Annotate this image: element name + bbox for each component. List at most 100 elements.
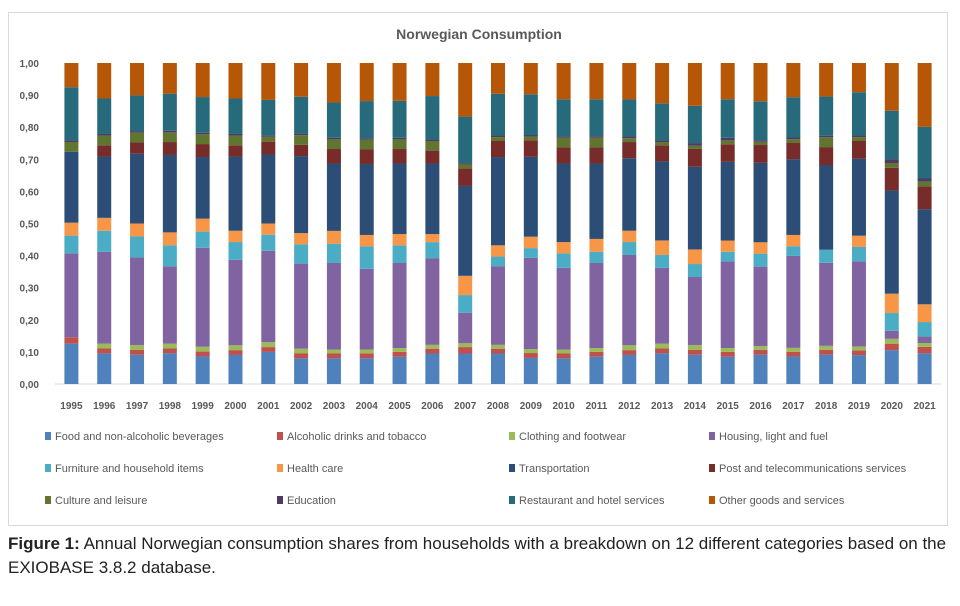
bar-segment <box>851 261 866 347</box>
bar-segment <box>392 163 407 235</box>
bar-segment <box>819 147 834 166</box>
y-tick-label: 0,40 <box>20 252 40 263</box>
legend-swatch <box>509 464 515 472</box>
bar-segment <box>523 353 538 358</box>
bar-segment <box>425 139 440 142</box>
bar-segment <box>917 126 932 179</box>
bar-segment <box>228 133 243 136</box>
bar-segment <box>130 131 145 133</box>
bar-stack-1996 <box>97 63 112 384</box>
bar-segment <box>228 135 243 146</box>
bar-segment <box>294 135 309 145</box>
bar-segment <box>523 236 538 249</box>
bar-segment <box>655 142 670 146</box>
bar-segment <box>884 167 899 191</box>
bar-segment <box>195 346 210 352</box>
bar-segment <box>622 99 637 137</box>
bar-segment <box>753 349 768 355</box>
y-tick-label: 0,10 <box>20 348 40 359</box>
bar-segment <box>917 181 932 187</box>
bar-segment <box>425 150 440 164</box>
bar-segment <box>425 163 440 235</box>
bar-segment <box>458 164 473 169</box>
bar-segment <box>622 158 637 231</box>
x-tick-label: 2020 <box>881 401 904 412</box>
x-tick-label: 2011 <box>586 401 608 412</box>
bar-segment <box>392 63 407 101</box>
bar-segment <box>130 257 145 346</box>
bar-segment <box>294 144 309 157</box>
bar-segment <box>425 353 440 384</box>
bar-segment <box>523 248 538 258</box>
legend-item: Transportation <box>509 463 590 475</box>
bar-segment <box>326 243 341 263</box>
bar-segment <box>64 337 79 344</box>
bar-segment <box>425 63 440 97</box>
bar-segment <box>97 217 112 231</box>
bar-segment <box>458 295 473 313</box>
bar-segment <box>786 351 801 357</box>
bar-segment <box>392 351 407 357</box>
bar-segment <box>359 138 374 140</box>
bar-segment <box>687 345 702 350</box>
bar-segment <box>162 132 177 143</box>
bar-segment <box>589 99 604 137</box>
bar-segment <box>655 267 670 344</box>
bar-segment <box>687 145 702 149</box>
bar-segment <box>392 149 407 164</box>
bar-segment <box>851 92 866 136</box>
bar-segment <box>622 138 637 143</box>
bar-segment <box>491 266 505 345</box>
bar-segment <box>359 149 374 164</box>
bar-segment <box>458 343 473 348</box>
bar-segment <box>162 343 177 349</box>
bar-stack-2003 <box>326 63 341 384</box>
x-tick-label: 2021 <box>913 401 936 412</box>
bar-segment <box>195 351 210 357</box>
bar-segment <box>228 156 243 231</box>
bar-segment <box>195 218 210 232</box>
bar-segment <box>130 354 145 384</box>
legend-item: Post and telecommunications services <box>709 463 907 475</box>
bar-segment <box>687 349 702 355</box>
bar-stack-1995 <box>64 63 79 384</box>
x-tick-label: 2005 <box>388 401 411 412</box>
bar-segment <box>359 234 374 247</box>
bar-segment <box>130 132 145 143</box>
bar-segment <box>162 266 177 344</box>
bar-segment <box>97 251 112 344</box>
bar-segment <box>359 353 374 359</box>
bar-segment <box>687 277 702 346</box>
bar-segment <box>326 163 341 231</box>
bar-segment <box>753 101 768 141</box>
bar-segment <box>687 105 702 144</box>
bar-segment <box>294 353 309 359</box>
legend-label: Other goods and services <box>719 495 845 507</box>
bar-stack-2016 <box>753 63 768 384</box>
x-axis: 1995 1996 1997 1998 1999 2000 2001 2002 2003 2004… <box>60 401 936 412</box>
bar-stack-2021 <box>917 63 932 384</box>
bar-segment <box>687 354 702 384</box>
bar-segment <box>261 63 276 100</box>
x-tick-label: 2004 <box>356 401 379 412</box>
legend-swatch <box>277 464 283 472</box>
bar-segment <box>851 141 866 159</box>
bar-segment <box>523 136 538 141</box>
bar-segment <box>655 103 670 141</box>
bar-segment <box>97 230 112 252</box>
bar-segment <box>917 178 932 182</box>
bar-segment <box>720 261 735 349</box>
legend-item: Alcoholic drinks and tobacco <box>277 431 426 443</box>
bar-segment <box>294 63 309 97</box>
bar-segment <box>261 234 276 251</box>
bar-segment <box>491 245 505 257</box>
bar-segment <box>162 154 177 233</box>
bar-segment <box>851 235 866 247</box>
bar-segment <box>884 163 899 168</box>
bar-segment <box>556 163 571 243</box>
bar-segment <box>326 349 341 354</box>
bar-segment <box>162 63 177 94</box>
bar-segment <box>786 246 801 256</box>
bar-segment <box>720 99 735 138</box>
bar-segment <box>326 262 341 350</box>
